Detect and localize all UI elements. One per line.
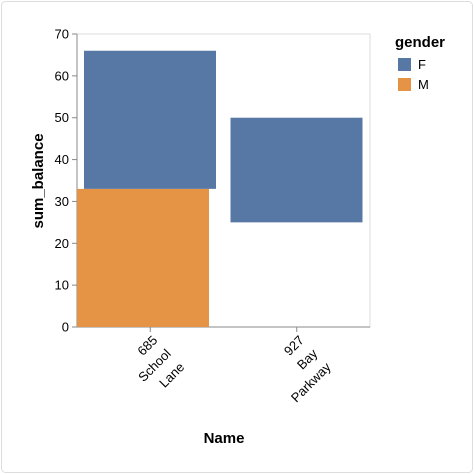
y-tick-label: 40 xyxy=(55,152,69,167)
y-tick-label: 20 xyxy=(55,236,69,251)
legend-swatch xyxy=(398,78,411,91)
y-axis-title: sum_balance xyxy=(30,133,47,228)
y-tick-label: 70 xyxy=(55,27,69,42)
x-axis-title: Name xyxy=(204,430,245,447)
y-tick-label: 0 xyxy=(62,320,69,335)
bar xyxy=(77,188,209,327)
legend-label: M xyxy=(418,77,429,92)
y-tick-label: 50 xyxy=(55,110,69,125)
legend-swatch xyxy=(398,58,411,71)
y-tick-label: 30 xyxy=(55,194,69,209)
legend-title: gender xyxy=(395,34,445,51)
y-tick-label: 60 xyxy=(55,68,69,83)
legend-label: F xyxy=(418,57,426,72)
bar xyxy=(84,50,216,189)
bar xyxy=(230,117,363,223)
y-tick-label: 10 xyxy=(55,278,69,293)
